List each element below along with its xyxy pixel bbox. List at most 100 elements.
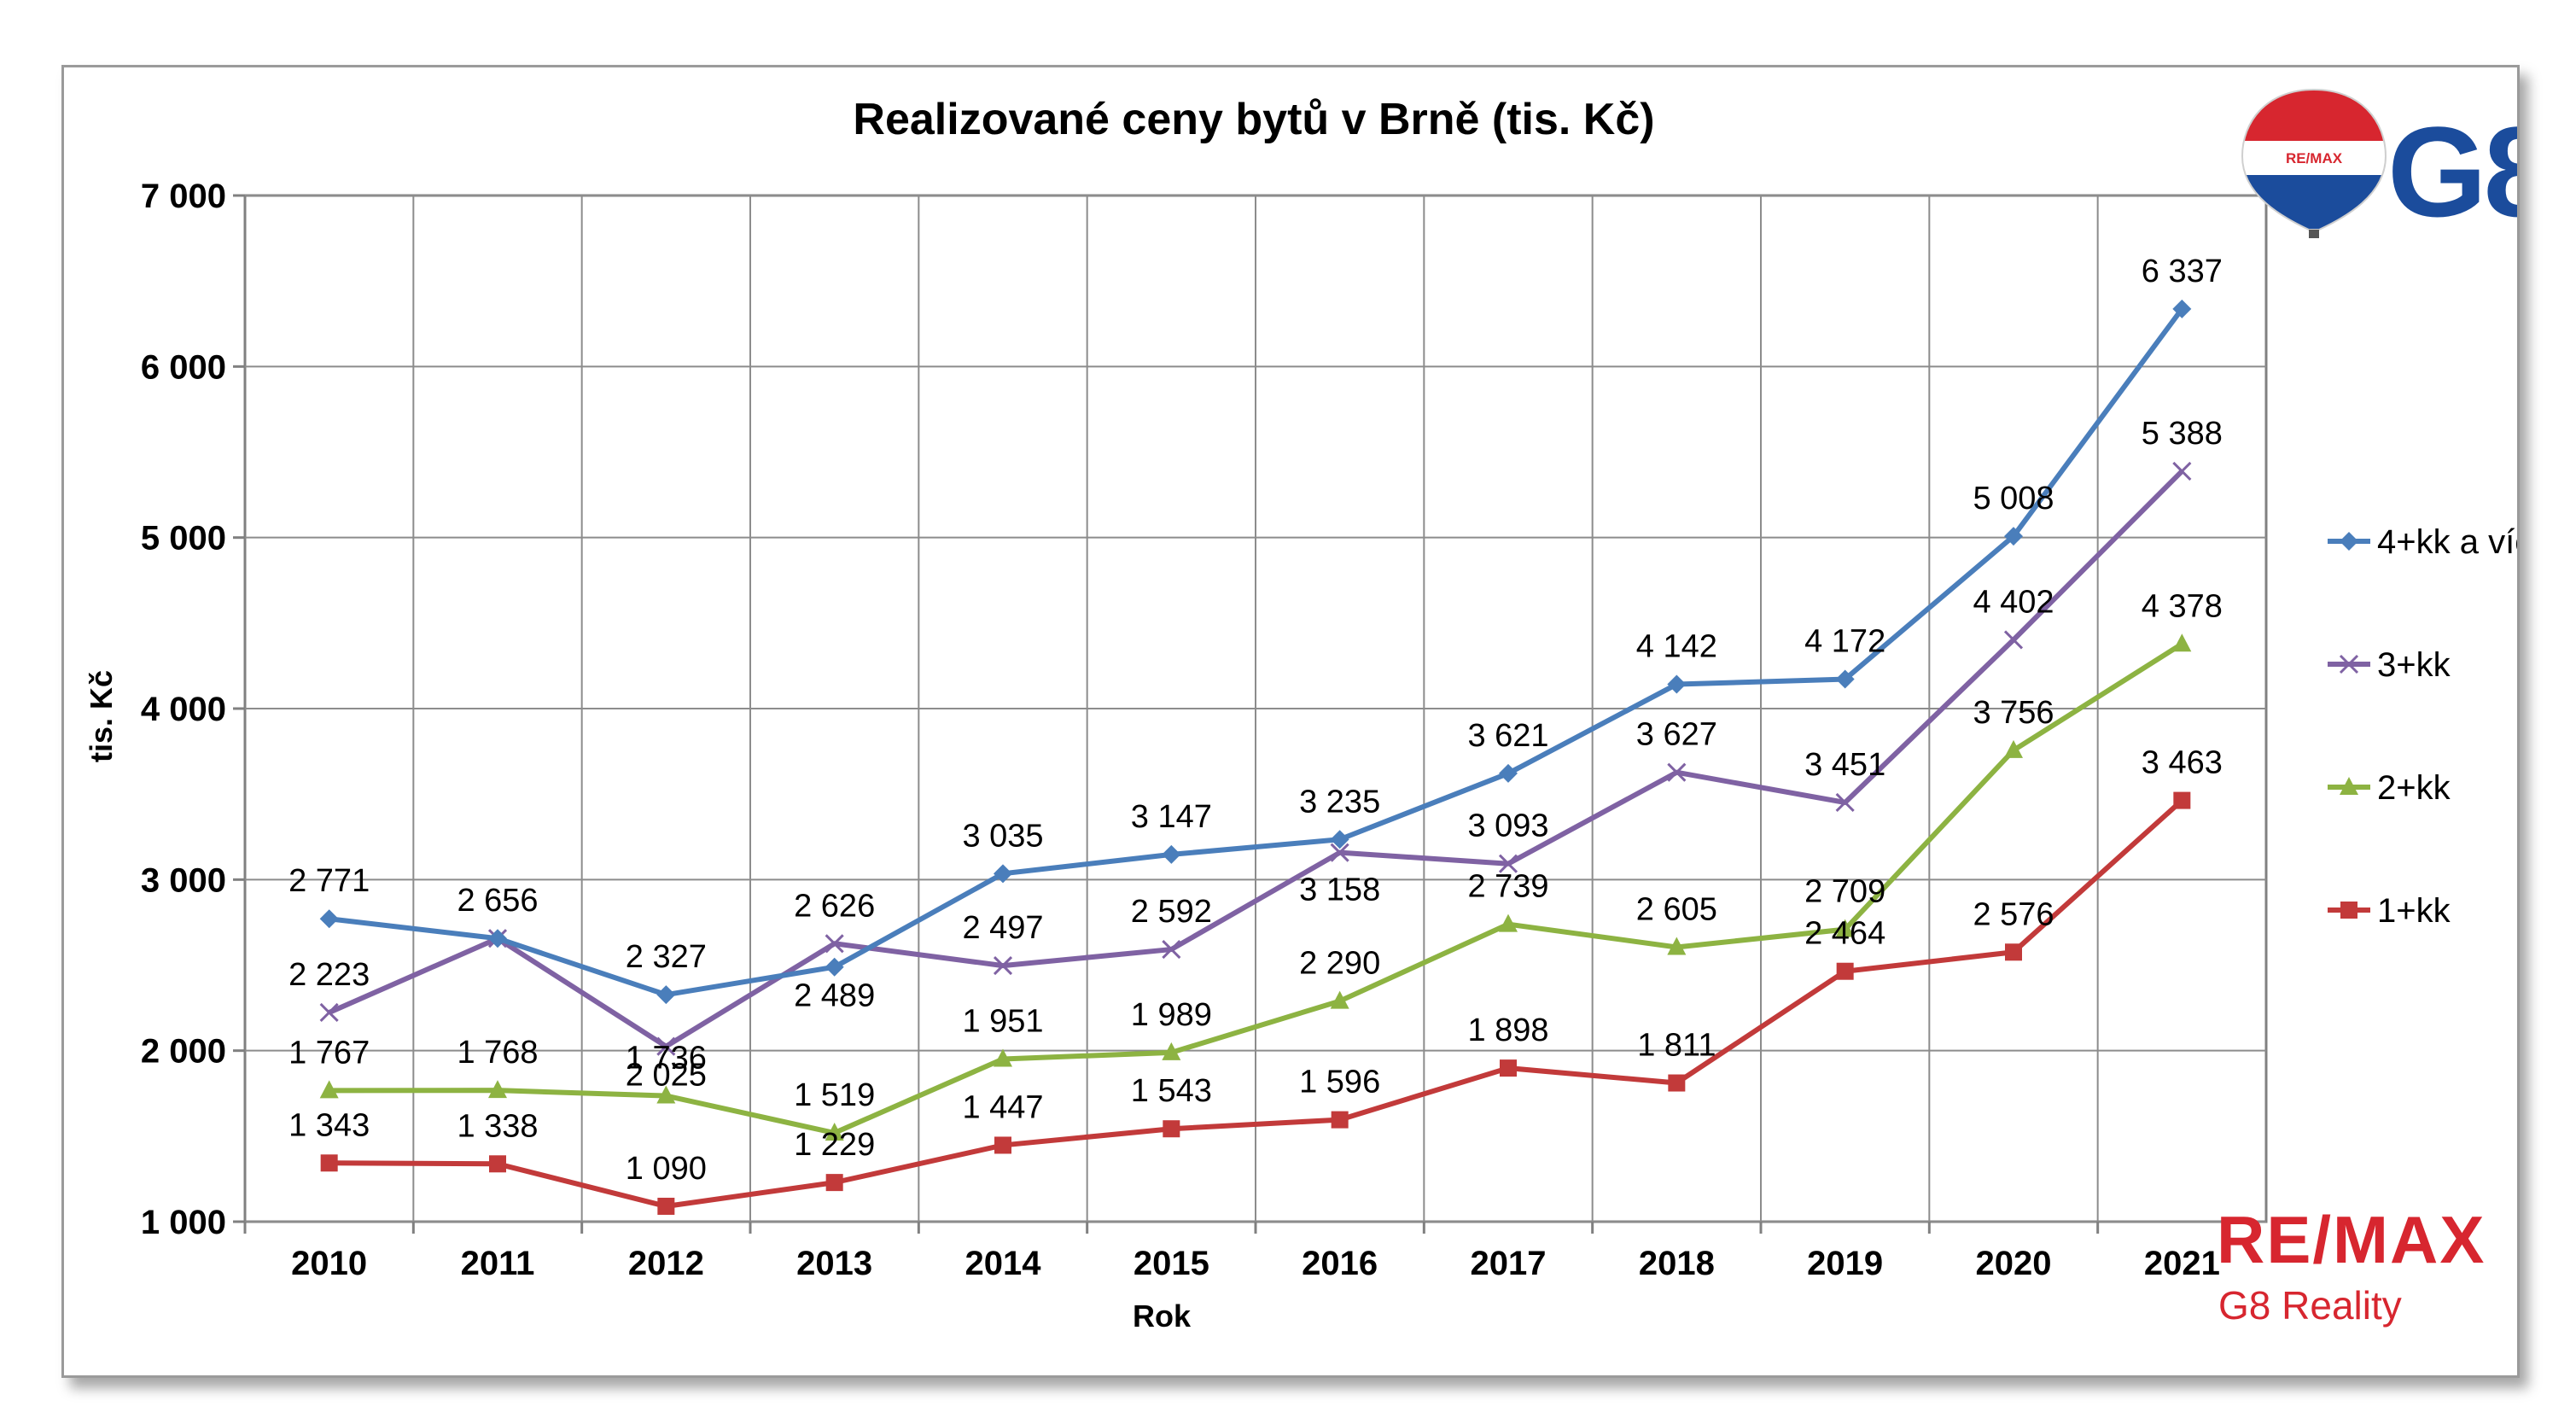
y-tick-label: 7 000 xyxy=(141,178,226,215)
data-point xyxy=(2004,739,2023,758)
data-point xyxy=(320,1154,338,1172)
data-label: 1 767 xyxy=(288,1035,370,1071)
data-label: 2 025 xyxy=(626,1058,707,1094)
remax-logo-text: RE/MAX xyxy=(2217,1202,2486,1277)
x-tick-label: 2015 xyxy=(1134,1245,1209,1282)
data-point xyxy=(489,1155,506,1173)
data-point xyxy=(825,934,844,954)
data-label: 1 338 xyxy=(457,1108,538,1144)
data-label: 3 235 xyxy=(1299,784,1380,820)
data-point xyxy=(319,1080,339,1099)
data-point xyxy=(2004,527,2023,546)
data-label: 1 090 xyxy=(626,1151,707,1187)
data-label: 2 489 xyxy=(794,978,875,1014)
data-label: 2 592 xyxy=(1131,894,1212,930)
y-axis-title: tis. Kč xyxy=(84,670,119,762)
x-tick-label: 2011 xyxy=(461,1245,535,1282)
data-label: 1 447 xyxy=(962,1089,1043,1125)
x-axis-ticks: 2010 2011 2012 2013 2014 2015 2016 2017 2018 2019… xyxy=(243,1222,2220,1282)
data-point xyxy=(2005,943,2022,961)
x-tick-label: 2020 xyxy=(1976,1245,2052,1282)
remax-logo-subtext: G8 Reality xyxy=(2218,1283,2402,1328)
data-label: 3 158 xyxy=(1299,872,1380,908)
series-line xyxy=(329,307,2184,998)
data-point xyxy=(825,957,844,977)
chart-title: Realizované ceny bytů v Brně (tis. Kč) xyxy=(853,95,1654,144)
y-tick-label: 4 000 xyxy=(141,691,226,728)
legend: 4+kk a více 3+kk 2+kk 1+kk xyxy=(2328,523,2517,930)
legend-marker xyxy=(2340,777,2358,795)
data-label: 2 709 xyxy=(1804,874,1885,910)
data-point xyxy=(656,1085,676,1104)
series-line xyxy=(328,469,2184,1049)
data-label: 2 626 xyxy=(794,888,875,924)
data-point xyxy=(488,1080,507,1099)
data-label: 3 463 xyxy=(2142,745,2223,781)
data-point xyxy=(994,1048,1012,1067)
data-label: 2 464 xyxy=(1804,916,1885,952)
data-point xyxy=(1162,844,1181,864)
balloon-label: RE/MAX xyxy=(2286,150,2343,166)
data-point xyxy=(1500,1059,1517,1077)
data-label: 3 756 xyxy=(1973,695,2054,731)
data-label: 2 576 xyxy=(1973,896,2054,932)
data-label: 2 327 xyxy=(626,939,707,975)
data-label: 2 771 xyxy=(288,863,370,899)
chart-frame: 1 000 2 000 3 000 4 000 5 000 6 000 7 000 2010… xyxy=(61,65,2520,1378)
data-point xyxy=(1668,1074,1686,1092)
legend-label: 1+kk xyxy=(2377,892,2451,930)
data-label: 1 768 xyxy=(457,1035,538,1071)
data-label: 5 008 xyxy=(1973,481,2054,516)
data-point xyxy=(825,1123,844,1141)
data-label: 2 605 xyxy=(1636,891,1717,927)
data-point xyxy=(656,1036,676,1056)
data-point xyxy=(2172,633,2192,652)
data-point xyxy=(1499,913,1518,932)
data-point xyxy=(488,929,507,948)
data-point xyxy=(657,1197,675,1215)
data-label: 1 811 xyxy=(1637,1028,1716,1064)
data-label: 1 951 xyxy=(962,1003,1043,1039)
data-point xyxy=(1498,854,1518,873)
data-point xyxy=(1331,1111,1349,1129)
data-label: 1 989 xyxy=(1131,997,1212,1033)
data-label: 1 898 xyxy=(1467,1013,1548,1048)
data-label: 4 378 xyxy=(2142,588,2223,624)
series-group xyxy=(319,299,2192,1215)
x-tick-label: 2017 xyxy=(1471,1245,1547,1282)
data-point xyxy=(1667,762,1687,782)
data-label: 2 656 xyxy=(457,883,538,919)
x-tick-label: 2010 xyxy=(291,1245,367,1282)
data-point xyxy=(1667,674,1687,694)
data-label: 4 142 xyxy=(1636,629,1717,665)
data-label: 3 093 xyxy=(1467,808,1548,844)
legend-marker xyxy=(2340,532,2358,551)
data-label: 1 229 xyxy=(794,1127,875,1163)
data-point xyxy=(2172,299,2192,318)
series-line xyxy=(329,798,2184,1209)
data-point xyxy=(1330,830,1349,849)
data-point xyxy=(1163,1120,1180,1138)
g8-logo-text: G8 xyxy=(2387,100,2517,243)
x-tick-label: 2013 xyxy=(796,1245,872,1282)
data-label: 4 172 xyxy=(1804,624,1885,660)
data-label: 2 290 xyxy=(1299,946,1380,982)
data-point xyxy=(1162,940,1181,960)
data-point xyxy=(1835,669,1855,689)
data-point xyxy=(656,985,676,1005)
data-label: 6 337 xyxy=(2142,254,2223,289)
y-tick-label: 5 000 xyxy=(141,520,226,557)
data-point xyxy=(993,956,1013,976)
x-tick-label: 2014 xyxy=(965,1245,1042,1282)
data-label: 3 451 xyxy=(1804,747,1885,783)
y-tick-label: 2 000 xyxy=(141,1033,226,1071)
legend-marker xyxy=(2339,654,2359,674)
x-axis-title: Rok xyxy=(1133,1299,1192,1334)
data-point xyxy=(2172,461,2192,481)
data-point xyxy=(1499,763,1518,783)
data-labels: 2 771 2 656 2 327 2 489 3 035 3 147 3 235 3 621… xyxy=(288,254,2223,1187)
line-chart: 1 000 2 000 3 000 4 000 5 000 6 000 7 000 2010… xyxy=(84,88,2517,1334)
legend-label: 2+kk xyxy=(2377,769,2451,807)
x-tick-label: 2012 xyxy=(628,1245,704,1282)
data-label: 1 543 xyxy=(1131,1073,1212,1109)
